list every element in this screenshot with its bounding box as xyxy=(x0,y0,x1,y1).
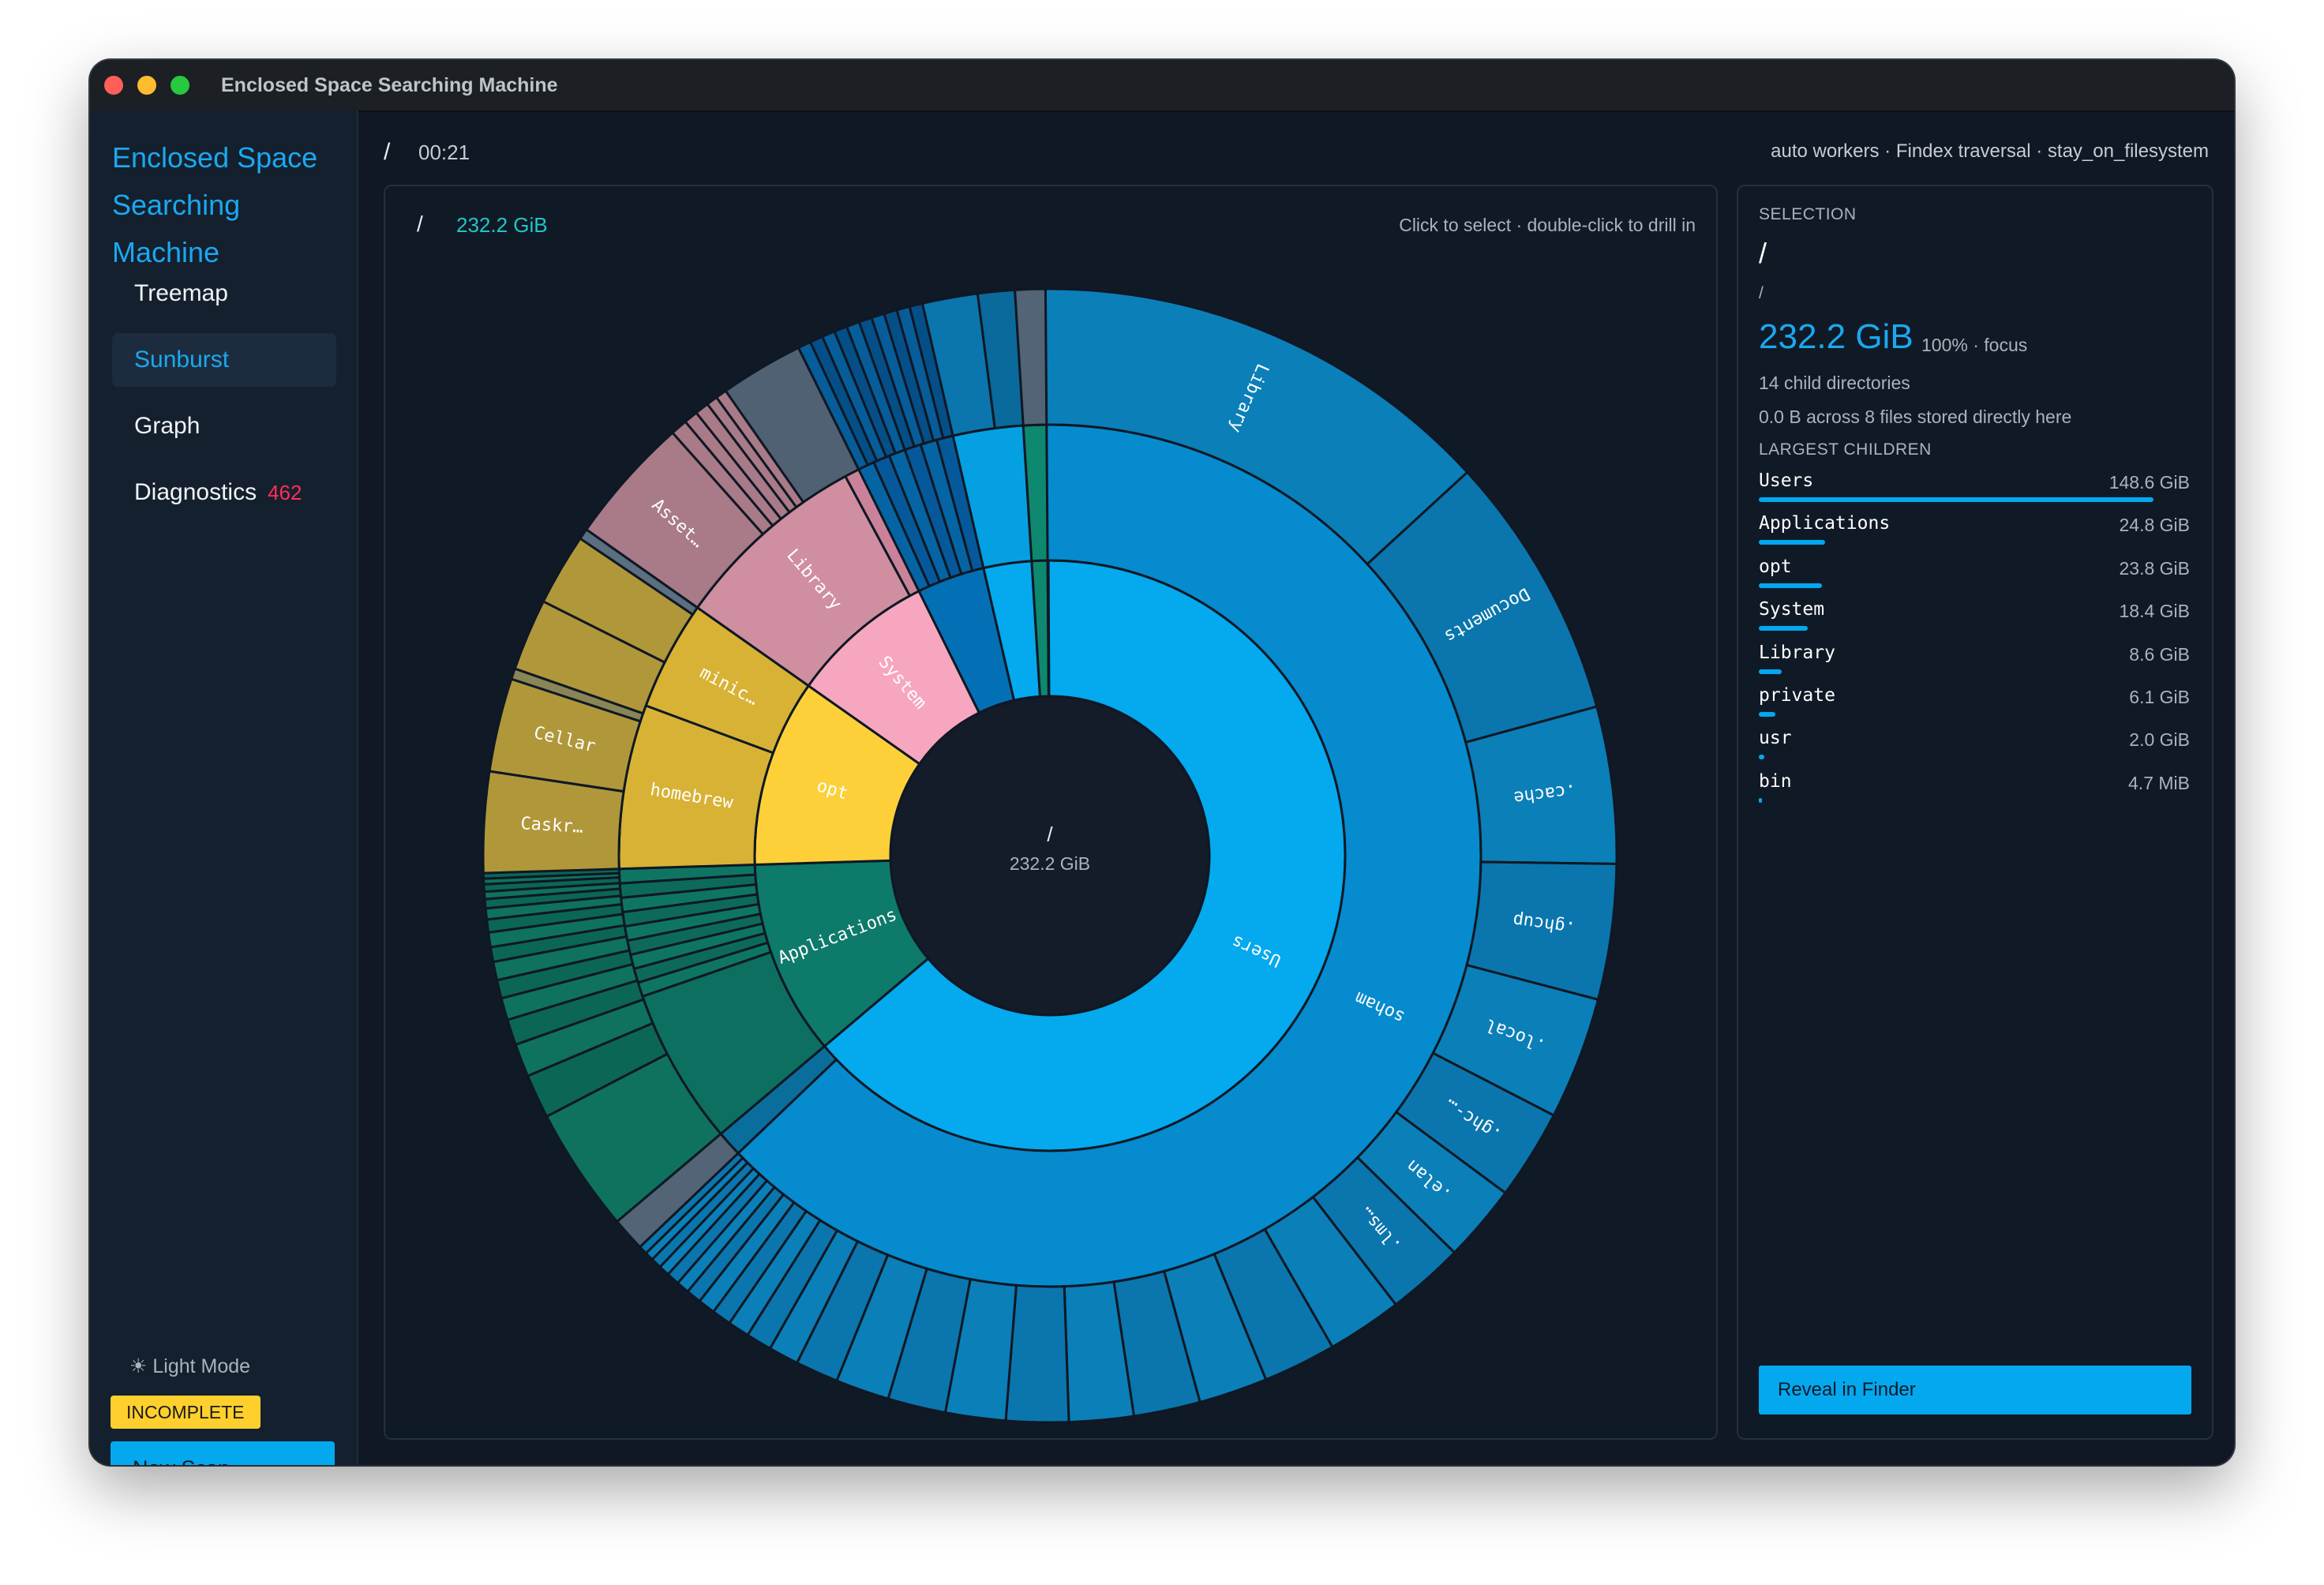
app-title-line: Enclosed Space xyxy=(112,141,318,174)
sunburst-panel: Library Documents .cache .ghcup .local .ghc-…… xyxy=(384,185,1718,1440)
child-size: 148.6 GiB xyxy=(2108,472,2190,493)
app-title-line: Machine xyxy=(112,236,220,268)
child-size: 2.0 GiB xyxy=(2129,729,2190,751)
selection-size: 232.2 GiB xyxy=(1759,317,1914,356)
app-title: Enclosed Space Searching Machine xyxy=(112,134,349,276)
selection-name: / xyxy=(1759,237,1767,269)
nav-diagnostics-label: Diagnostics xyxy=(134,479,257,505)
child-row[interactable]: bin 4.7 MiB xyxy=(1759,771,2190,811)
child-row[interactable]: Users 148.6 GiB xyxy=(1759,470,2190,510)
nav-treemap[interactable]: Treemap xyxy=(134,280,228,306)
child-name: usr xyxy=(1759,728,1792,749)
sidebar: Enclosed Space Searching Machine Treemap… xyxy=(90,111,358,1465)
child-size-bar xyxy=(1759,797,1762,803)
child-name: bin xyxy=(1759,770,1792,792)
selection-caption: SELECTION xyxy=(1759,205,1857,223)
nav-sunburst[interactable]: Sunburst xyxy=(112,333,336,387)
close-window-button[interactable] xyxy=(104,76,123,95)
child-size: 6.1 GiB xyxy=(2129,687,2190,707)
child-row[interactable]: System 18.4 GiB xyxy=(1759,599,2190,639)
child-size-bar xyxy=(1759,755,1764,760)
sunburst-label: Caskr… xyxy=(520,814,584,837)
selection-panel: SELECTION / / 232.2 GiB 100% · focus 14 … xyxy=(1737,185,2213,1440)
selection-path: / xyxy=(1759,284,1764,302)
diagnostics-count-badge: 462 xyxy=(268,481,302,504)
child-name: private xyxy=(1759,685,1835,706)
nav-diagnostics[interactable]: Diagnostics 462 xyxy=(112,466,336,519)
child-size-bar xyxy=(1759,712,1775,717)
child-size-bar xyxy=(1759,669,1782,674)
new-scan-button[interactable]: New Scan xyxy=(111,1441,335,1465)
reveal-in-finder-button[interactable]: Reveal in Finder xyxy=(1759,1366,2191,1415)
child-size: 24.8 GiB xyxy=(2119,515,2191,536)
chart-path[interactable]: / xyxy=(417,212,423,236)
child-size-bar xyxy=(1759,540,1825,545)
elapsed-time: 00:21 xyxy=(418,141,470,164)
child-row[interactable]: Applications 24.8 GiB xyxy=(1759,513,2190,553)
minimize-window-button[interactable] xyxy=(137,76,156,95)
child-size-bar xyxy=(1759,497,2153,502)
sunburst-chart[interactable]: LibraryDocuments.cache.ghcup.local.ghc-…… xyxy=(385,186,1719,1441)
child-row[interactable]: private 6.1 GiB xyxy=(1759,685,2190,725)
sunburst-segment[interactable] xyxy=(1014,287,1048,427)
direct-files-info: 0.0 B across 8 files stored directly her… xyxy=(1759,407,2072,427)
child-size-bar xyxy=(1759,583,1822,588)
title-bar: Enclosed Space Searching Machine xyxy=(90,60,2234,112)
status-badge: INCOMPLETE xyxy=(111,1396,261,1429)
largest-children-caption: LARGEST CHILDREN xyxy=(1759,440,1932,459)
scan-settings-info: auto workers · Findex traversal · stay_o… xyxy=(1771,141,2209,162)
child-name: System xyxy=(1759,599,1825,620)
center-size: 232.2 GiB xyxy=(1010,853,1090,874)
child-name: Users xyxy=(1759,470,1814,491)
child-size-bar xyxy=(1759,626,1808,631)
chart-hint: Click to select · double-click to drill … xyxy=(1399,215,1696,235)
app-window: Enclosed Space Searching Machine Enclose… xyxy=(90,60,2234,1465)
selection-percent: 100% · focus xyxy=(1921,335,2028,355)
window-title: Enclosed Space Searching Machine xyxy=(221,74,558,96)
child-size: 23.8 GiB xyxy=(2119,557,2191,579)
child-size: 4.7 MiB xyxy=(2128,772,2190,793)
child-size: 8.6 GiB xyxy=(2129,643,2190,665)
chart-total-size: 232.2 GiB xyxy=(456,213,548,237)
child-name: Applications xyxy=(1759,513,1891,534)
child-row[interactable]: Library 8.6 GiB xyxy=(1759,643,2190,682)
child-size: 18.4 GiB xyxy=(2119,601,2191,622)
child-row[interactable]: opt 23.8 GiB xyxy=(1759,556,2190,596)
app-title-line: Searching xyxy=(112,189,241,221)
child-directory-count: 14 child directories xyxy=(1759,373,1910,393)
center-path: / xyxy=(1047,822,1053,846)
zoom-window-button[interactable] xyxy=(171,76,189,95)
child-name: Library xyxy=(1759,642,1835,663)
current-path[interactable]: / xyxy=(384,139,391,165)
child-name: opt xyxy=(1759,556,1792,577)
sunburst-center[interactable] xyxy=(892,698,1208,1014)
child-row[interactable]: usr 2.0 GiB xyxy=(1759,728,2190,767)
sunburst-segment-bin[interactable] xyxy=(1046,559,1051,698)
nav-graph[interactable]: Graph xyxy=(134,413,201,439)
light-mode-toggle[interactable]: ☀ Light Mode xyxy=(129,1355,251,1377)
